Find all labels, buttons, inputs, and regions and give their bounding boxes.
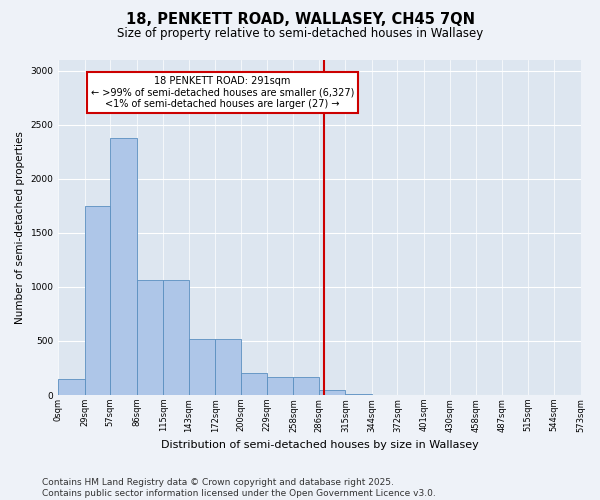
Bar: [267, 376, 293, 395]
Bar: [163, 280, 189, 395]
Bar: [137, 280, 163, 395]
Bar: [110, 138, 137, 395]
Text: 18 PENKETT ROAD: 291sqm
← >99% of semi-detached houses are smaller (6,327)
<1% o: 18 PENKETT ROAD: 291sqm ← >99% of semi-d…: [91, 76, 354, 110]
Text: Contains HM Land Registry data © Crown copyright and database right 2025.
Contai: Contains HM Land Registry data © Crown c…: [42, 478, 436, 498]
Bar: [215, 339, 241, 395]
Bar: [319, 390, 346, 395]
Bar: [346, 394, 372, 395]
Text: Size of property relative to semi-detached houses in Wallasey: Size of property relative to semi-detach…: [117, 28, 483, 40]
X-axis label: Distribution of semi-detached houses by size in Wallasey: Distribution of semi-detached houses by …: [161, 440, 478, 450]
Bar: [293, 376, 319, 395]
Y-axis label: Number of semi-detached properties: Number of semi-detached properties: [15, 131, 25, 324]
Text: 18, PENKETT ROAD, WALLASEY, CH45 7QN: 18, PENKETT ROAD, WALLASEY, CH45 7QN: [125, 12, 475, 28]
Bar: [189, 339, 215, 395]
Bar: [85, 206, 110, 395]
Bar: [58, 379, 85, 395]
Bar: [241, 374, 267, 395]
